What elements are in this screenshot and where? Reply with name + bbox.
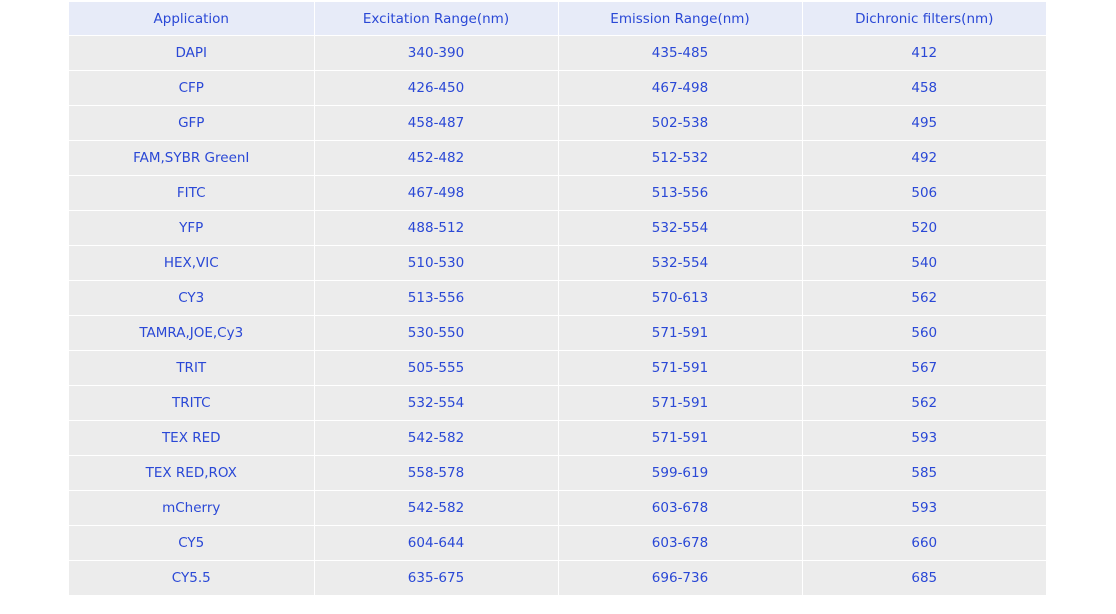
cell-application: HEX,VIC [69,245,315,281]
cell-excitation-range: 558-578 [314,455,559,491]
table-row: TRITC 532-554 571-591 562 [69,385,1046,421]
cell-dichronic-filter: 585 [802,455,1046,491]
cell-excitation-range: 458-487 [314,105,559,141]
table-row: FITC 467-498 513-556 506 [69,175,1046,211]
cell-excitation-range: 510-530 [314,245,559,281]
cell-application: TAMRA,JOE,Cy3 [69,315,315,351]
cell-application: DAPI [69,35,315,71]
cell-excitation-range: 340-390 [314,35,559,71]
table-row: FAM,SYBR GreenI 452-482 512-532 492 [69,140,1046,176]
cell-excitation-range: 532-554 [314,385,559,421]
table-row: GFP 458-487 502-538 495 [69,105,1046,141]
cell-dichronic-filter: 560 [802,315,1046,351]
cell-dichronic-filter: 593 [802,420,1046,456]
cell-application: TRITC [69,385,315,421]
cell-application: CY5.5 [69,560,315,596]
table-row: TRIT 505-555 571-591 567 [69,350,1046,386]
cell-dichronic-filter: 660 [802,525,1046,561]
table-row: DAPI 340-390 435-485 412 [69,35,1046,71]
header-row: Application Excitation Range(nm) Emissio… [69,2,1046,36]
cell-emission-range: 512-532 [558,140,803,176]
table-body: DAPI 340-390 435-485 412 CFP 426-450 467-498 45… [69,35,1046,596]
cell-application: FAM,SYBR GreenI [69,140,315,176]
cell-emission-range: 570-613 [558,280,803,316]
filter-table: Application Excitation Range(nm) Emissio… [69,2,1046,596]
header-application: Application [69,2,315,36]
cell-dichronic-filter: 458 [802,70,1046,106]
header-dichronic-filters: Dichronic filters(nm) [802,2,1046,36]
cell-excitation-range: 452-482 [314,140,559,176]
cell-emission-range: 532-554 [558,245,803,281]
cell-emission-range: 435-485 [558,35,803,71]
cell-excitation-range: 542-582 [314,420,559,456]
table-header: Application Excitation Range(nm) Emissio… [69,2,1046,36]
cell-dichronic-filter: 506 [802,175,1046,211]
cell-dichronic-filter: 567 [802,350,1046,386]
cell-excitation-range: 426-450 [314,70,559,106]
table-row: TEX RED,ROX 558-578 599-619 585 [69,455,1046,491]
cell-excitation-range: 542-582 [314,490,559,526]
cell-application: CY3 [69,280,315,316]
cell-emission-range: 571-591 [558,350,803,386]
cell-application: FITC [69,175,315,211]
cell-emission-range: 571-591 [558,315,803,351]
table-row: CY5 604-644 603-678 660 [69,525,1046,561]
cell-application: mCherry [69,490,315,526]
cell-emission-range: 571-591 [558,420,803,456]
header-excitation-range: Excitation Range(nm) [314,2,559,36]
cell-dichronic-filter: 520 [802,210,1046,246]
cell-dichronic-filter: 492 [802,140,1046,176]
table-row: mCherry 542-582 603-678 593 [69,490,1046,526]
table-row: YFP 488-512 532-554 520 [69,210,1046,246]
cell-application: CY5 [69,525,315,561]
cell-dichronic-filter: 540 [802,245,1046,281]
table-row: TEX RED 542-582 571-591 593 [69,420,1046,456]
cell-excitation-range: 635-675 [314,560,559,596]
cell-emission-range: 696-736 [558,560,803,596]
cell-excitation-range: 530-550 [314,315,559,351]
table-row: HEX,VIC 510-530 532-554 540 [69,245,1046,281]
cell-application: YFP [69,210,315,246]
cell-excitation-range: 488-512 [314,210,559,246]
cell-emission-range: 571-591 [558,385,803,421]
header-emission-range: Emission Range(nm) [558,2,803,36]
cell-excitation-range: 505-555 [314,350,559,386]
cell-application: TRIT [69,350,315,386]
table-row: TAMRA,JOE,Cy3 530-550 571-591 560 [69,315,1046,351]
table-row: CY5.5 635-675 696-736 685 [69,560,1046,596]
cell-emission-range: 467-498 [558,70,803,106]
cell-application: CFP [69,70,315,106]
cell-emission-range: 599-619 [558,455,803,491]
cell-excitation-range: 604-644 [314,525,559,561]
cell-emission-range: 603-678 [558,525,803,561]
cell-dichronic-filter: 562 [802,280,1046,316]
table-row: CFP 426-450 467-498 458 [69,70,1046,106]
cell-application: TEX RED [69,420,315,456]
cell-emission-range: 603-678 [558,490,803,526]
cell-excitation-range: 467-498 [314,175,559,211]
cell-dichronic-filter: 593 [802,490,1046,526]
cell-excitation-range: 513-556 [314,280,559,316]
cell-dichronic-filter: 412 [802,35,1046,71]
cell-emission-range: 502-538 [558,105,803,141]
cell-dichronic-filter: 562 [802,385,1046,421]
cell-dichronic-filter: 685 [802,560,1046,596]
cell-emission-range: 532-554 [558,210,803,246]
cell-application: GFP [69,105,315,141]
table-row: CY3 513-556 570-613 562 [69,280,1046,316]
cell-emission-range: 513-556 [558,175,803,211]
cell-dichronic-filter: 495 [802,105,1046,141]
cell-application: TEX RED,ROX [69,455,315,491]
